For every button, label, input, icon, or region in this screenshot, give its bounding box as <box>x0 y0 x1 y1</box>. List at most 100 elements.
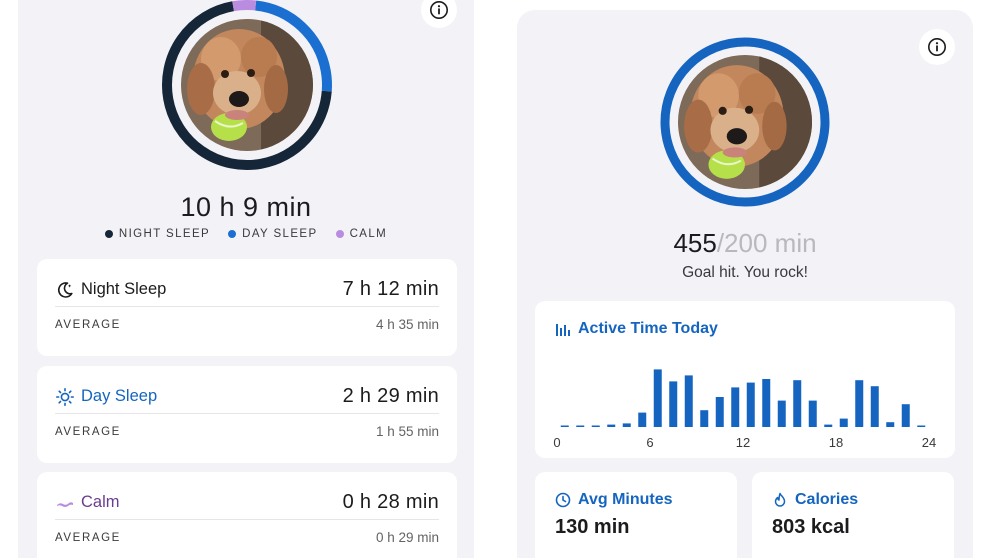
card-header: Day Sleep 2 h 29 min <box>55 380 439 414</box>
calories-card[interactable]: Calories 803 kcal <box>752 472 954 558</box>
active-time-card[interactable]: Active Time Today 0 6 12 18 24 <box>535 301 955 458</box>
card-footer: AVERAGE 4 h 35 min <box>55 317 439 332</box>
sleep-legend: NIGHT SLEEP DAY SLEEP CALM <box>18 228 474 240</box>
chart-bar <box>824 424 833 427</box>
clock-icon <box>555 492 571 508</box>
info-button-sleep[interactable] <box>421 0 457 28</box>
legend-dot-night <box>104 230 113 238</box>
average-label: AVERAGE <box>55 531 121 544</box>
stat-title: Calories <box>772 491 858 509</box>
calm-average: 0 h 29 min <box>375 530 439 545</box>
goal-current: 455 <box>673 228 717 258</box>
night-sleep-average: 4 h 35 min <box>375 317 439 332</box>
chart-title-text: Active Time Today <box>578 320 718 337</box>
total-sleep-value: 10 h 9 min <box>180 192 312 222</box>
chart-title: Active Time Today <box>555 320 718 338</box>
info-button-activity[interactable] <box>919 29 955 65</box>
x-tick-label: 6 <box>646 435 653 450</box>
sleep-avatar-ring <box>160 0 334 172</box>
goal-progress-value: 455/200 min <box>517 228 973 259</box>
chart-bar <box>839 418 848 427</box>
avatar <box>678 55 812 189</box>
calm-value: 0 h 28 min <box>342 491 439 513</box>
calm-icon <box>57 501 73 507</box>
night-sleep-value: 7 h 12 min <box>342 278 439 300</box>
avg-minutes-card[interactable]: Avg Minutes 130 min <box>535 472 737 558</box>
chart-bar <box>560 425 569 427</box>
chart-bar <box>653 369 662 427</box>
activity-ring <box>660 37 830 207</box>
activity-avatar-ring <box>659 36 831 208</box>
activity-panel: 455/200 min Goal hit. You rock! Active T… <box>517 10 973 558</box>
x-tick-label: 18 <box>829 435 843 450</box>
chart-bar <box>591 425 600 427</box>
day-sleep-value: 2 h 29 min <box>342 385 439 407</box>
flame-icon <box>774 492 786 507</box>
dog-photo <box>678 55 812 189</box>
x-tick-label: 24 <box>922 435 936 450</box>
chart-bar <box>700 410 709 427</box>
goal-message: Goal hit. You rock! <box>682 264 808 281</box>
card-header: Calm 0 h 28 min <box>55 486 439 520</box>
info-icon <box>430 1 448 19</box>
goal-target: /200 min <box>716 228 817 258</box>
chart-bar <box>762 379 771 427</box>
card-title: Calm <box>55 493 120 513</box>
chart-bar <box>731 387 740 427</box>
moon-icon <box>57 281 73 298</box>
chart-bar <box>622 423 631 427</box>
card-title: Night Sleep <box>55 280 166 300</box>
card-footer: AVERAGE 1 h 55 min <box>55 424 439 439</box>
card-header: Night Sleep 7 h 12 min <box>55 273 439 307</box>
day-sleep-title: Day Sleep <box>81 387 158 405</box>
chart-bar <box>638 412 647 427</box>
chart-bar <box>793 380 802 427</box>
chart-bar <box>808 400 817 427</box>
chart-bar <box>870 386 879 427</box>
avatar <box>181 19 313 151</box>
day-sleep-average: 1 h 55 min <box>375 424 439 439</box>
active-time-chart: 0 6 12 18 24 <box>553 369 936 450</box>
info-icon <box>928 38 946 56</box>
legend-night-sleep: NIGHT SLEEP <box>104 228 211 240</box>
chart-bar <box>901 404 910 427</box>
chart-bar <box>576 425 585 427</box>
night-sleep-title: Night Sleep <box>81 280 167 298</box>
card-footer: AVERAGE 0 h 29 min <box>55 530 439 545</box>
legend-label: DAY SLEEP <box>242 228 318 240</box>
avg-minutes-title: Avg Minutes <box>578 491 673 508</box>
average-label: AVERAGE <box>55 318 121 331</box>
bar-chart-icon <box>556 324 570 336</box>
card-title: Day Sleep <box>55 387 157 407</box>
avg-minutes-value: 130 min <box>555 516 630 538</box>
x-tick-label: 0 <box>553 435 560 450</box>
calories-title: Calories <box>795 491 859 508</box>
stat-title: Avg Minutes <box>555 491 673 509</box>
chart-bar <box>715 397 724 427</box>
legend-label: NIGHT SLEEP <box>118 228 211 240</box>
day-sleep-card[interactable]: Day Sleep 2 h 29 min AVERAGE 1 h 55 min <box>37 366 457 463</box>
night-sleep-card[interactable]: Night Sleep 7 h 12 min AVERAGE 4 h 35 mi… <box>37 259 457 356</box>
legend-day-sleep: DAY SLEEP <box>228 228 317 240</box>
x-tick-label: 12 <box>736 435 750 450</box>
legend-dot-calm <box>335 230 344 238</box>
legend-dot-day <box>228 230 237 238</box>
dog-photo <box>181 19 313 151</box>
chart-bar <box>607 424 616 427</box>
chart-bar <box>746 382 755 427</box>
sleep-ring <box>162 0 332 170</box>
chart-bar <box>777 400 786 427</box>
calories-value: 803 kcal <box>772 516 850 538</box>
chart-bar <box>669 381 678 427</box>
calm-card[interactable]: Calm 0 h 28 min AVERAGE 0 h 29 min <box>37 472 457 558</box>
chart-bar <box>886 422 895 427</box>
average-label: AVERAGE <box>55 425 121 438</box>
sleep-panel: 10 h 9 min NIGHT SLEEP DAY SLEEP CALM Ni… <box>18 0 474 558</box>
legend-label: CALM <box>349 228 388 240</box>
chart-bar <box>855 380 864 427</box>
chart-bar <box>684 375 693 427</box>
legend-calm: CALM <box>335 228 388 240</box>
chart-bar <box>917 425 926 427</box>
sun-icon <box>55 387 75 406</box>
calm-title: Calm <box>81 493 120 511</box>
